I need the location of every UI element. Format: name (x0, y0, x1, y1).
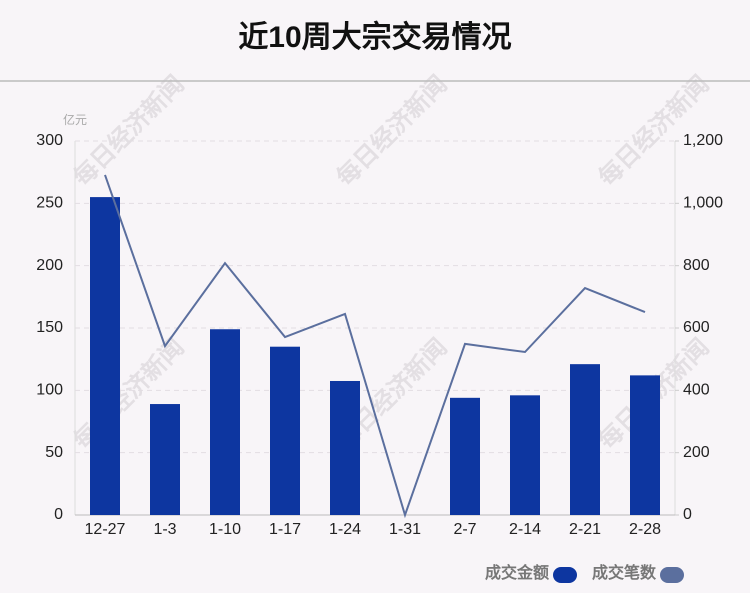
bar (270, 346, 300, 515)
legend-label: 成交金额 (485, 563, 549, 582)
x-tick-label: 1-3 (153, 521, 176, 538)
y2-tick-label: 0 (683, 506, 692, 523)
x-tick-label: 2-14 (509, 521, 541, 538)
bar (210, 329, 240, 515)
x-tick-label: 1-31 (389, 521, 421, 538)
y-tick-label: 100 (36, 382, 63, 399)
legend-swatch (553, 567, 577, 583)
line (104, 174, 646, 519)
x-tick-label: 1-24 (329, 521, 361, 538)
x-tick-label: 2-7 (453, 521, 476, 538)
y2-tick-label: 1,200 (683, 132, 723, 149)
bar (630, 375, 660, 515)
y-unit: 亿元 (63, 112, 87, 127)
legend-swatch (660, 567, 684, 583)
x-tick-label: 2-28 (629, 521, 661, 538)
y-tick-label: 300 (36, 132, 63, 149)
bar (330, 380, 360, 515)
x-tick-label: 1-17 (269, 521, 301, 538)
x-tick-label: 2-21 (569, 521, 601, 538)
y-tick-label: 250 (36, 195, 63, 212)
y2-tick-label: 600 (683, 319, 710, 336)
bar (150, 404, 180, 515)
y-tick-label: 0 (54, 506, 63, 523)
bar (510, 395, 540, 515)
y2-tick-label: 800 (683, 257, 710, 274)
y-tick-label: 50 (45, 444, 63, 461)
y2-tick-label: 400 (683, 382, 710, 399)
bar (450, 397, 480, 515)
y-tick-label: 150 (36, 319, 63, 336)
y2-tick-label: 1,000 (683, 195, 723, 212)
bar (570, 364, 600, 515)
bar (90, 197, 120, 515)
x-tick-label: 1-10 (209, 521, 241, 538)
y-tick-label: 200 (36, 257, 63, 274)
chart-title: 近10周大宗交易情况 (238, 20, 511, 54)
legend-label: 成交笔数 (592, 563, 657, 582)
y2-tick-label: 200 (683, 444, 710, 461)
x-tick-label: 12-27 (85, 521, 126, 538)
